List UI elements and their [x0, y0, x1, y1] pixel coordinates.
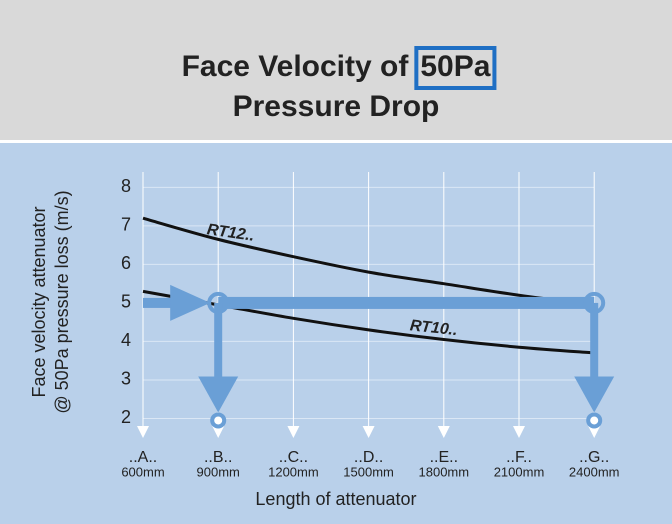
y-tick-label: 3 — [121, 369, 131, 389]
x-tick-label: ..F.. — [506, 449, 532, 466]
readout-bar — [218, 296, 595, 309]
header-bg — [0, 0, 672, 140]
x-tick-marker — [513, 426, 525, 438]
readout-arrow-head — [170, 284, 211, 321]
panel-bg — [0, 143, 672, 524]
x-tick-sublabel: 1200mm — [268, 464, 319, 479]
x-tick-label: ..B.. — [204, 449, 232, 466]
x-tick-sublabel: 1500mm — [343, 464, 394, 479]
x-tick-sublabel: 1800mm — [419, 464, 470, 479]
x-tick-label: ..C.. — [279, 449, 308, 466]
x-tick-label: ..D.. — [354, 449, 383, 466]
x-tick-marker — [212, 426, 225, 438]
readout-drop-head — [574, 376, 615, 413]
readout-drop — [590, 302, 599, 379]
y-tick-label: 4 — [121, 330, 131, 350]
x-tick-label: ..A.. — [129, 449, 157, 466]
readout-point — [207, 291, 230, 314]
highlight-box — [414, 46, 497, 90]
y-tick-label: 8 — [121, 176, 131, 196]
readout-foot — [586, 412, 603, 429]
y-tick-label: 2 — [121, 407, 131, 427]
x-tick-sublabel: 2100mm — [494, 464, 545, 479]
y-tick-label: 6 — [121, 253, 131, 273]
series-label: RT10.. — [409, 317, 458, 339]
y-tick-label: 7 — [121, 215, 131, 235]
readout-drop-head — [198, 376, 239, 413]
series-line — [142, 216, 595, 307]
x-tick-label: ..G.. — [579, 449, 609, 466]
title-highlight: 50Pa — [420, 50, 490, 83]
x-tick-sublabel: 2400mm — [569, 464, 620, 479]
x-tick-marker — [588, 426, 601, 438]
y-tick-label: 5 — [121, 292, 131, 312]
x-axis-label: Length of attenuator — [255, 489, 416, 509]
x-tick-marker — [137, 426, 149, 438]
readout-point — [583, 291, 606, 314]
y-axis-label: Face velocity attenuator — [29, 206, 49, 397]
x-tick-marker — [362, 426, 375, 438]
readout-drop — [214, 302, 223, 379]
y-axis-label: @ 50Pa pressure loss (m/s) — [52, 190, 72, 413]
x-tick-marker — [287, 426, 300, 438]
readout-foot — [210, 412, 227, 429]
x-tick-sublabel: 900mm — [197, 464, 240, 479]
series-label: RT12.. — [206, 221, 256, 244]
title: Pressure Drop — [233, 90, 440, 123]
title: Face Velocity of — [182, 50, 410, 83]
x-tick-marker — [437, 426, 450, 438]
x-tick-label: ..E.. — [430, 449, 458, 466]
x-tick-sublabel: 600mm — [121, 464, 164, 479]
readout-arrow — [143, 297, 179, 308]
